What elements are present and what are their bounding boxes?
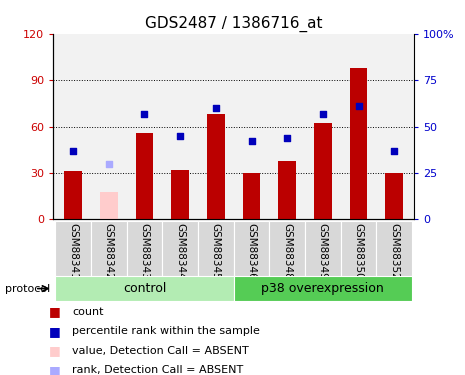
Text: value, Detection Call = ABSENT: value, Detection Call = ABSENT xyxy=(72,346,249,356)
Text: GSM88344: GSM88344 xyxy=(175,224,185,280)
Point xyxy=(319,111,326,117)
Text: ■: ■ xyxy=(49,345,60,357)
Bar xyxy=(135,133,153,219)
Point xyxy=(248,138,255,144)
Text: GSM88349: GSM88349 xyxy=(318,224,328,280)
Text: GSM88341: GSM88341 xyxy=(68,224,78,280)
Point xyxy=(212,105,219,111)
Text: p38 overexpression: p38 overexpression xyxy=(261,282,384,295)
Text: ■: ■ xyxy=(49,325,60,338)
Text: ■: ■ xyxy=(49,306,60,318)
Text: GSM88350: GSM88350 xyxy=(353,224,364,280)
Text: rank, Detection Call = ABSENT: rank, Detection Call = ABSENT xyxy=(72,366,243,375)
Bar xyxy=(243,173,260,219)
Point xyxy=(355,103,362,109)
Text: GSM88343: GSM88343 xyxy=(140,224,149,280)
Text: GSM88348: GSM88348 xyxy=(282,224,292,280)
Bar xyxy=(100,192,118,219)
Bar xyxy=(126,221,162,276)
Point xyxy=(284,135,291,141)
Bar xyxy=(55,221,91,276)
Text: GSM88345: GSM88345 xyxy=(211,224,221,280)
Text: protocol: protocol xyxy=(5,284,50,294)
Text: ■: ■ xyxy=(49,364,60,375)
Bar xyxy=(385,173,403,219)
Text: GSM88346: GSM88346 xyxy=(246,224,257,280)
Point xyxy=(176,133,184,139)
Bar xyxy=(350,68,367,219)
Text: count: count xyxy=(72,307,104,317)
Text: GSM88342: GSM88342 xyxy=(104,224,114,280)
Bar xyxy=(55,276,233,301)
Bar xyxy=(314,123,332,219)
Point xyxy=(105,160,113,166)
Bar xyxy=(171,170,189,219)
Text: control: control xyxy=(123,282,166,295)
Bar xyxy=(376,221,412,276)
Point xyxy=(141,111,148,117)
Bar xyxy=(233,276,412,301)
Bar xyxy=(341,221,376,276)
Text: percentile rank within the sample: percentile rank within the sample xyxy=(72,327,260,336)
Point xyxy=(391,148,398,154)
Bar xyxy=(198,221,233,276)
Title: GDS2487 / 1386716_at: GDS2487 / 1386716_at xyxy=(145,16,322,32)
Point xyxy=(69,148,77,154)
Bar xyxy=(305,221,341,276)
Bar xyxy=(64,171,82,219)
Bar xyxy=(207,114,225,219)
Bar xyxy=(269,221,305,276)
Bar xyxy=(233,221,269,276)
Bar xyxy=(278,160,296,219)
Bar xyxy=(91,221,126,276)
Bar xyxy=(162,221,198,276)
Text: GSM88352: GSM88352 xyxy=(389,224,399,280)
